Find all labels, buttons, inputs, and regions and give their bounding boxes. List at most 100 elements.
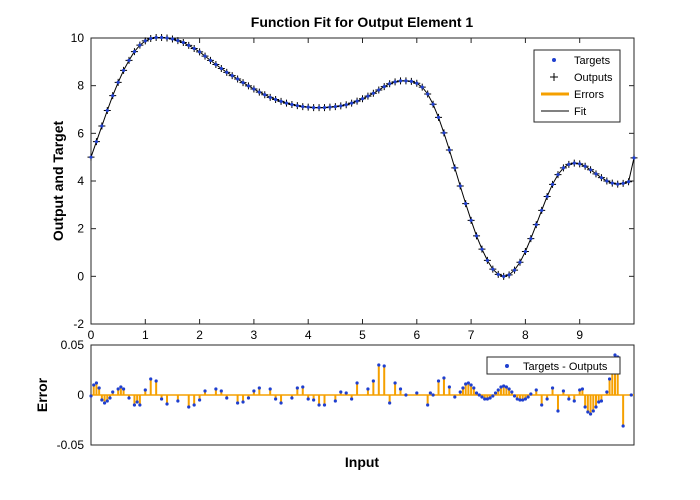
error-point bbox=[442, 376, 446, 380]
error-point bbox=[523, 397, 528, 401]
error-legend: Targets - Outputs bbox=[486, 356, 621, 375]
target-point bbox=[192, 46, 196, 51]
target-point bbox=[105, 108, 109, 113]
error-ticks: -0.05 0 0.05 bbox=[57, 338, 634, 452]
target-point bbox=[366, 94, 370, 98]
error-point bbox=[515, 397, 519, 401]
target-point bbox=[355, 99, 359, 103]
error-plot-content bbox=[89, 353, 634, 428]
error-point bbox=[132, 403, 137, 407]
error-point bbox=[529, 392, 533, 396]
error-point bbox=[187, 405, 191, 409]
error-point bbox=[466, 381, 470, 385]
error-point bbox=[561, 389, 566, 393]
target-point bbox=[480, 247, 484, 251]
error-point bbox=[138, 403, 142, 407]
x-tick-label: 0 bbox=[88, 328, 95, 342]
error-point bbox=[312, 398, 316, 402]
error-point bbox=[355, 381, 359, 385]
target-point bbox=[176, 39, 180, 43]
error-point bbox=[105, 399, 109, 403]
error-point bbox=[241, 400, 245, 404]
target-point bbox=[534, 223, 538, 227]
error-point bbox=[567, 397, 571, 401]
legend-targets-marker bbox=[552, 58, 556, 62]
main-axes: 0 1 2 3 4 5 6 7 8 9 -2 0 2 4 6 8 10 Function Fit for Out… bbox=[50, 14, 638, 342]
error-point bbox=[377, 363, 381, 367]
error-point bbox=[447, 385, 451, 389]
target-point bbox=[388, 82, 392, 86]
target-point bbox=[398, 79, 403, 83]
error-point bbox=[192, 403, 196, 407]
target-point bbox=[350, 101, 354, 105]
target-point bbox=[263, 93, 267, 97]
target-point bbox=[181, 40, 185, 45]
target-point bbox=[583, 164, 587, 168]
target-point bbox=[241, 80, 245, 85]
target-point bbox=[610, 181, 614, 185]
chart-title: Function Fit for Output Element 1 bbox=[251, 14, 474, 30]
target-point bbox=[214, 62, 218, 67]
error-point bbox=[496, 388, 500, 392]
error-point bbox=[521, 398, 525, 402]
x-tick-label: 1 bbox=[142, 328, 149, 342]
target-point bbox=[295, 104, 299, 108]
error-point bbox=[295, 386, 299, 390]
error-point bbox=[518, 398, 522, 402]
target-point bbox=[502, 274, 506, 278]
target-point bbox=[415, 81, 419, 85]
x-tick-label: 7 bbox=[468, 328, 475, 342]
error-point bbox=[472, 386, 476, 390]
error-point bbox=[92, 383, 96, 387]
target-point bbox=[246, 84, 251, 88]
error-point bbox=[339, 390, 343, 394]
error-point bbox=[572, 399, 576, 403]
error-point bbox=[488, 396, 492, 400]
error-point bbox=[491, 394, 495, 398]
error-point bbox=[578, 388, 582, 392]
target-point bbox=[458, 184, 462, 188]
target-point bbox=[561, 166, 566, 170]
x-tick-label: 9 bbox=[576, 328, 583, 342]
error-point bbox=[453, 395, 457, 399]
target-point bbox=[159, 35, 164, 40]
error-point bbox=[225, 396, 229, 400]
target-point bbox=[165, 36, 169, 40]
error-point bbox=[594, 405, 598, 409]
target-point bbox=[208, 58, 213, 63]
error-point bbox=[214, 387, 218, 391]
error-point bbox=[382, 364, 386, 368]
error-point bbox=[398, 387, 403, 391]
y-tick-label: 2 bbox=[77, 222, 84, 236]
target-point bbox=[198, 50, 202, 54]
error-point bbox=[344, 391, 348, 395]
target-point bbox=[496, 272, 500, 277]
error-y-tick-label: 0 bbox=[77, 388, 84, 402]
target-point bbox=[328, 105, 332, 109]
error-point bbox=[108, 396, 112, 400]
target-point bbox=[322, 105, 327, 110]
x-tick-label: 4 bbox=[305, 328, 312, 342]
error-point bbox=[493, 391, 498, 395]
y-tick-label: 10 bbox=[71, 31, 85, 45]
error-xlabel: Input bbox=[345, 454, 380, 470]
target-point bbox=[447, 148, 451, 152]
error-point bbox=[165, 402, 169, 406]
target-point bbox=[94, 140, 99, 144]
target-point bbox=[138, 43, 142, 47]
target-point bbox=[616, 182, 620, 186]
legend-item-errors: Errors bbox=[541, 89, 604, 101]
error-point bbox=[350, 397, 354, 401]
error-point bbox=[526, 395, 530, 399]
target-point bbox=[545, 194, 549, 199]
error-point bbox=[580, 387, 585, 391]
target-point bbox=[301, 105, 305, 109]
target-point bbox=[268, 95, 272, 99]
error-axes: -0.05 0 0.05 Error Input Targets - Outputs bbox=[34, 338, 635, 470]
target-point bbox=[203, 54, 207, 58]
error-point bbox=[143, 388, 147, 392]
error-point bbox=[176, 399, 180, 403]
target-point bbox=[420, 85, 424, 89]
error-point bbox=[545, 397, 549, 401]
error-point bbox=[507, 387, 511, 391]
